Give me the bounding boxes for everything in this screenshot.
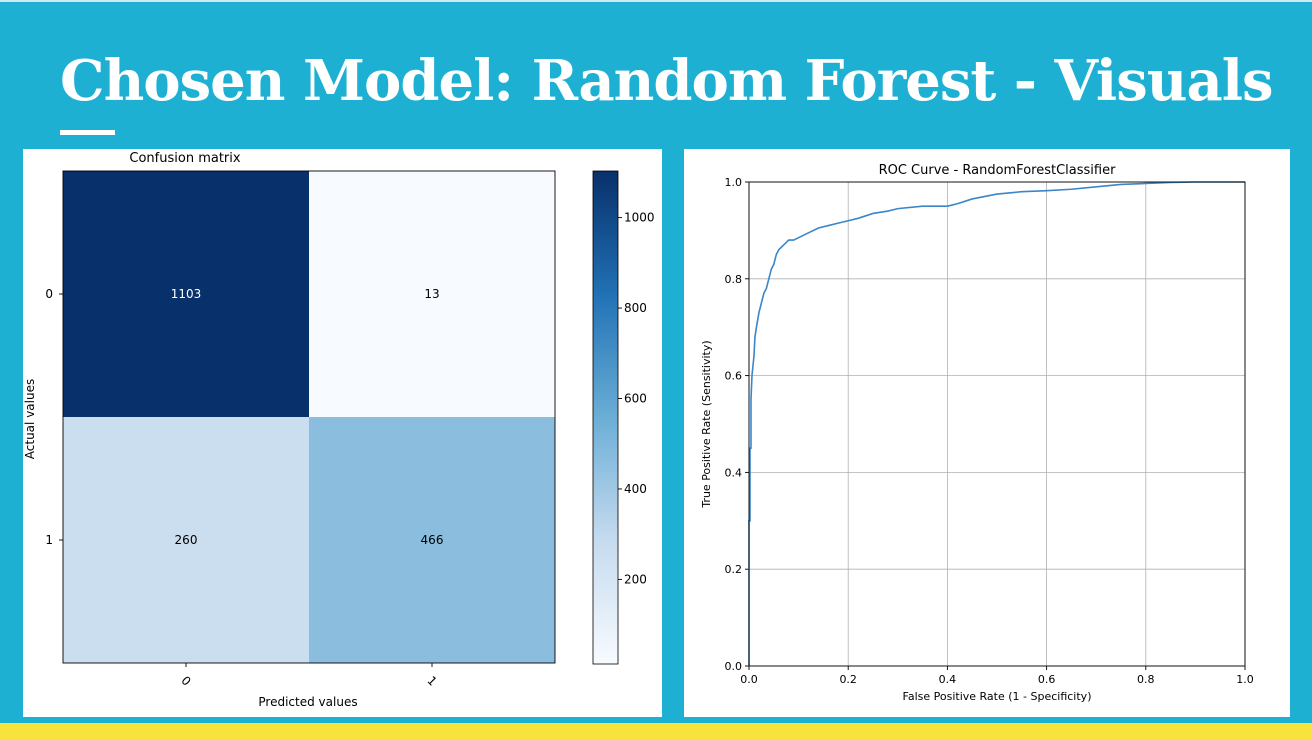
cm-cell-label: 260 xyxy=(175,533,198,547)
confusion-matrix-panel: Confusion matrix 1103 13 260 466 0 1 0 1 Predi… xyxy=(23,149,662,717)
roc-y-tick-label: 0.4 xyxy=(725,466,743,479)
cm-cell xyxy=(309,171,555,417)
roc-x-tick-label: 0.0 xyxy=(740,673,758,686)
cm-frame xyxy=(62,170,556,664)
cm-xlabel: Predicted values xyxy=(258,695,357,709)
roc-x-tick-label: 0.8 xyxy=(1137,673,1155,686)
top-border-line xyxy=(0,0,1312,2)
title-underline xyxy=(60,130,115,135)
confusion-matrix-chart: Confusion matrix 1103 13 260 466 0 1 0 1 Predi… xyxy=(23,151,655,709)
roc-ylabel: True Positive Rate (Sensitivity) xyxy=(700,340,713,508)
cm-x-tick-label: 0 xyxy=(178,673,193,688)
roc-y-tick-label: 1.0 xyxy=(725,176,743,189)
cm-x-tick-label: 1 xyxy=(424,673,439,688)
colorbar-tick-label: 1000 xyxy=(624,211,655,225)
roc-y-tick-label: 0.0 xyxy=(725,660,743,673)
cm-cell-label: 466 xyxy=(421,533,444,547)
roc-x-tick-label: 0.6 xyxy=(1038,673,1056,686)
roc-xlabel: False Positive Rate (1 - Specificity) xyxy=(903,690,1092,703)
bottom-accent-bar xyxy=(0,723,1312,740)
cm-cell-label: 13 xyxy=(424,287,439,301)
cm-cell xyxy=(309,417,555,663)
roc-x-tick-label: 0.4 xyxy=(939,673,957,686)
colorbar-tick-label: 600 xyxy=(624,392,647,406)
roc-curve-chart: ROC Curve - RandomForestClassifier 0.0 0.… xyxy=(700,163,1254,703)
roc-curve-panel: ROC Curve - RandomForestClassifier 0.0 0.… xyxy=(684,149,1290,717)
roc-y-tick-label: 0.6 xyxy=(725,370,743,383)
slide-title: Chosen Model: Random Forest - Visuals xyxy=(60,48,1274,114)
cm-colorbar xyxy=(592,170,619,665)
roc-y-tick-label: 0.2 xyxy=(725,563,743,576)
cm-cell xyxy=(63,417,309,663)
colorbar-tick-label: 400 xyxy=(624,482,647,496)
cm-cell xyxy=(63,171,309,417)
colorbar-tick-label: 200 xyxy=(624,572,647,586)
colorbar-tick-label: 800 xyxy=(624,301,647,315)
roc-curve-line xyxy=(748,181,1245,666)
cm-title: Confusion matrix xyxy=(129,151,240,166)
roc-plot-frame xyxy=(748,181,1246,667)
cm-ylabel: Actual values xyxy=(23,379,37,459)
roc-title: ROC Curve - RandomForestClassifier xyxy=(879,163,1116,178)
roc-x-tick-label: 1.0 xyxy=(1236,673,1254,686)
cm-y-tick-label: 1 xyxy=(45,533,53,547)
roc-y-tick-label: 0.8 xyxy=(725,273,743,286)
roc-x-tick-label: 0.2 xyxy=(839,673,857,686)
cm-y-tick-label: 0 xyxy=(45,287,53,301)
cm-cell-label: 1103 xyxy=(171,287,202,301)
